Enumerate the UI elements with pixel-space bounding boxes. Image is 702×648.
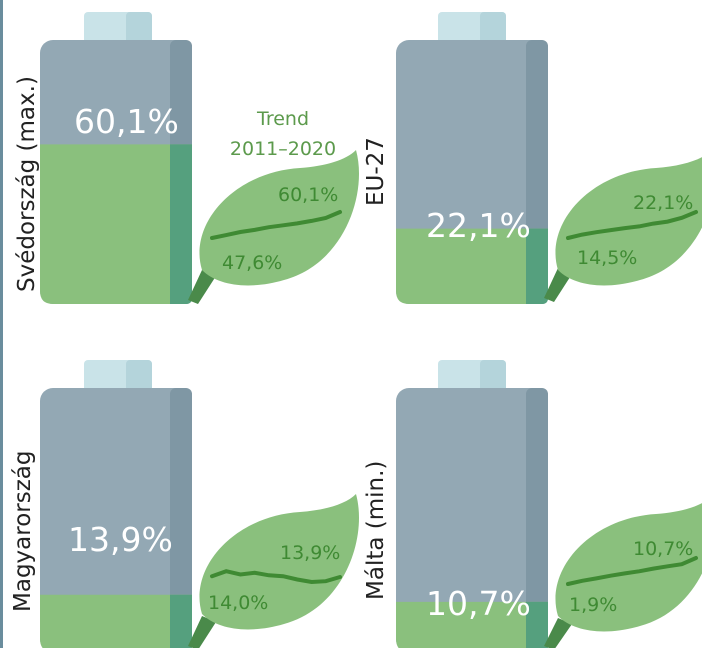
battery-panel-sweden: Svédország (max.) 60,1% Trend 2011–2020 … — [0, 0, 359, 324]
leaf-stem — [188, 270, 216, 304]
battery-body — [396, 388, 548, 648]
battery-panel-eu27: EU-27 22,1% 22,1% 14,5% — [351, 0, 702, 324]
country-label: Málta (min.) — [363, 460, 389, 600]
battery-cap-shade — [480, 12, 506, 44]
value-label: 10,7% — [426, 584, 531, 623]
leaf — [199, 494, 359, 630]
trend-start-label: 47,6% — [222, 252, 283, 274]
battery-cap-shade — [126, 12, 152, 44]
battery-side — [526, 388, 548, 648]
country-label: Svédország (max.) — [14, 76, 40, 292]
battery-graphic — [396, 12, 702, 304]
battery-fill-side — [526, 228, 548, 304]
leaf-stem — [544, 268, 572, 302]
battery-cap-shade — [126, 360, 152, 392]
battery-fill — [40, 144, 192, 304]
trend-line — [210, 210, 342, 240]
frame-edge — [0, 0, 3, 648]
trend-end-label: 60,1% — [278, 184, 339, 206]
trend-end-label: 10,7% — [633, 538, 694, 560]
battery-fill-side — [170, 594, 192, 648]
battery-fill-side — [526, 601, 548, 648]
battery-fill — [396, 601, 548, 648]
leaf-stem — [544, 618, 572, 648]
value-label: 60,1% — [74, 102, 179, 141]
battery-graphic — [396, 360, 702, 648]
trend-end-label: 13,9% — [280, 542, 341, 564]
leaf-stem — [188, 616, 216, 648]
leaf — [555, 157, 702, 286]
leaf — [199, 150, 359, 286]
trend-start-label: 14,5% — [577, 247, 638, 269]
trend-start-label: 14,0% — [208, 592, 269, 614]
trend-caption: Trend 2011–2020 — [218, 104, 348, 164]
value-label: 13,9% — [68, 520, 173, 559]
trend-end-label: 22,1% — [633, 192, 694, 214]
battery-panel-malta: Málta (min.) 10,7% 10,7% 1,9% — [351, 324, 702, 648]
trend-line — [566, 210, 698, 240]
battery-panel-hungary: Magyarország 13,9% 13,9% 14,0% — [0, 324, 359, 648]
country-label: Magyarország — [10, 450, 36, 612]
country-label: EU-27 — [363, 137, 389, 206]
battery-side — [170, 388, 192, 648]
trend-start-label: 1,9% — [569, 594, 618, 616]
battery-cap-shade — [480, 360, 506, 392]
value-label: 22,1% — [426, 206, 531, 245]
battery-body — [40, 388, 192, 648]
battery-fill — [396, 228, 548, 304]
leaf — [555, 503, 702, 632]
trend-title: Trend — [257, 108, 309, 130]
trend-line — [210, 569, 342, 585]
battery-graphic — [40, 12, 359, 304]
trend-years: 2011–2020 — [229, 138, 337, 160]
battery-fill-side — [170, 144, 192, 304]
battery-fill — [40, 594, 192, 648]
trend-line — [566, 556, 698, 586]
battery-graphic — [40, 360, 359, 648]
